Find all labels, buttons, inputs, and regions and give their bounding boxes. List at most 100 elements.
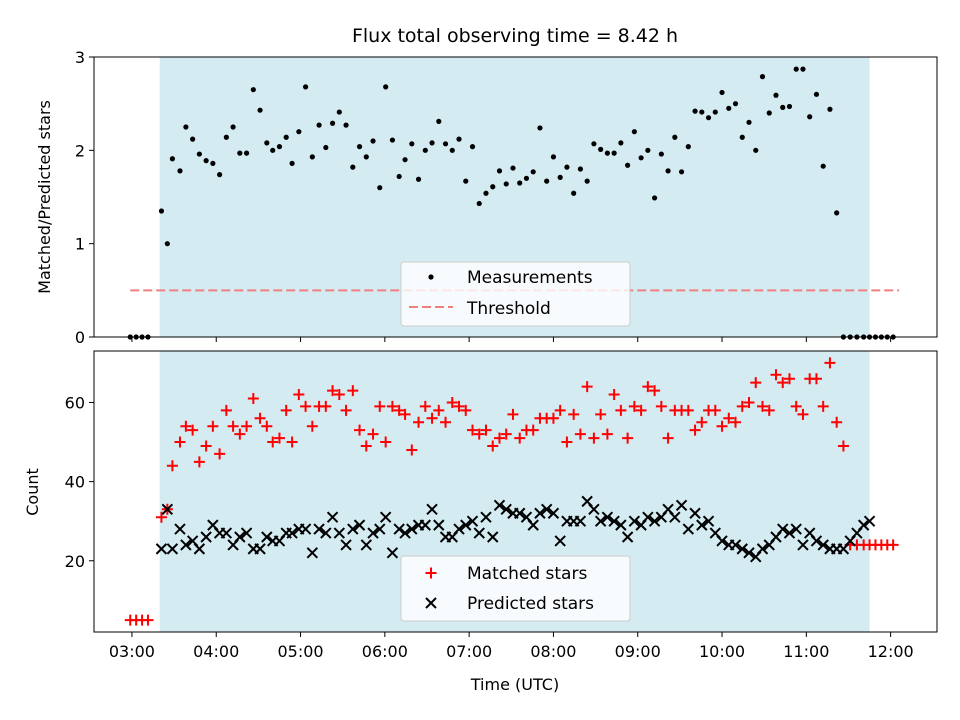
legend-matched-label: Matched stars bbox=[467, 564, 587, 584]
measurement-point bbox=[645, 147, 651, 153]
matched-star-point bbox=[254, 412, 266, 424]
matched-star-point bbox=[622, 432, 634, 444]
measurement-point bbox=[530, 169, 536, 175]
predicted-star-point bbox=[399, 527, 411, 539]
measurement-point bbox=[456, 136, 462, 142]
matched-star-point bbox=[234, 428, 246, 440]
predicted-star-point bbox=[534, 507, 546, 519]
measurement-point bbox=[389, 137, 396, 143]
x-tick-label: 10:00 bbox=[699, 642, 745, 661]
measurement-point bbox=[813, 91, 820, 97]
predicted-star-point bbox=[155, 543, 168, 555]
matched-star-point bbox=[783, 373, 795, 385]
matched-star-point bbox=[354, 424, 366, 436]
predicted-star-point bbox=[777, 523, 789, 535]
predicted-star-point bbox=[736, 543, 748, 555]
measurement-point bbox=[625, 162, 631, 168]
measurement-point bbox=[316, 122, 322, 128]
predicted-star-point bbox=[367, 527, 379, 539]
measurement-point bbox=[476, 200, 482, 207]
matched-star-point bbox=[770, 369, 782, 381]
matched-star-point bbox=[453, 400, 465, 412]
bottom-panel-frame bbox=[93, 350, 938, 633]
predicted-star-point bbox=[326, 511, 339, 523]
measurement-point bbox=[820, 163, 826, 169]
predicted-star-point bbox=[473, 527, 485, 539]
predicted-star-point bbox=[460, 519, 472, 531]
measurement-point bbox=[190, 136, 196, 142]
predicted-star-point bbox=[480, 511, 492, 523]
measurement-point bbox=[243, 150, 250, 156]
predicted-star-point bbox=[857, 519, 870, 531]
predicted-star-point bbox=[863, 515, 876, 527]
matched-star-point bbox=[547, 412, 559, 424]
measurement-point bbox=[409, 141, 415, 147]
matched-star-point bbox=[682, 404, 694, 416]
matched-star-point bbox=[380, 436, 392, 448]
matched-star-point bbox=[440, 416, 452, 428]
predicted-star-point bbox=[628, 515, 641, 527]
matched-star-point bbox=[568, 408, 580, 420]
predicted-star-point bbox=[790, 523, 802, 535]
measurement-point bbox=[827, 106, 833, 112]
matched-star-point bbox=[300, 400, 312, 412]
predicted-star-point bbox=[426, 503, 438, 516]
measurement-point bbox=[712, 109, 718, 115]
measurement-point bbox=[692, 108, 698, 114]
predicted-star-point bbox=[200, 531, 212, 543]
matched-star-point bbox=[689, 424, 701, 436]
predicted-star-point bbox=[340, 539, 352, 551]
predicted-star-point bbox=[783, 527, 796, 539]
predicted-star-point bbox=[161, 503, 174, 516]
measurement-point bbox=[183, 124, 189, 130]
matched-star-point bbox=[293, 389, 305, 401]
measurement-point bbox=[402, 157, 408, 163]
predicted-star-point bbox=[810, 535, 823, 547]
measurement-point bbox=[363, 154, 369, 160]
measurement-point bbox=[210, 160, 216, 166]
matched-star-point bbox=[399, 408, 411, 420]
matched-star-point bbox=[574, 428, 586, 440]
x-tick-label: 07:00 bbox=[446, 642, 492, 661]
predicted-star-point bbox=[174, 523, 186, 535]
y-tick-label: 1 bbox=[75, 235, 85, 254]
measurement-point bbox=[463, 178, 469, 184]
predicted-star-point bbox=[554, 535, 566, 547]
predicted-star-point bbox=[574, 515, 587, 527]
matched-star-point bbox=[635, 404, 647, 416]
measurement-point bbox=[276, 144, 283, 150]
matched-star-point bbox=[601, 428, 613, 440]
measurement-point bbox=[177, 168, 183, 174]
measurement-point bbox=[449, 147, 455, 153]
measurement-point bbox=[739, 134, 745, 140]
measurement-point bbox=[469, 144, 476, 150]
predicted-star-point bbox=[615, 519, 627, 531]
predicted-star-point bbox=[393, 523, 405, 535]
measurement-point bbox=[169, 156, 175, 162]
matched-star-point bbox=[487, 440, 499, 452]
measurement-point bbox=[631, 129, 637, 135]
predicted-star-point bbox=[696, 519, 708, 531]
predicted-star-point bbox=[347, 523, 359, 535]
measurement-point bbox=[550, 154, 557, 160]
predicted-star-point bbox=[180, 539, 192, 551]
measurement-point bbox=[604, 150, 610, 156]
measurement-point bbox=[257, 107, 263, 113]
matched-star-point bbox=[595, 408, 607, 420]
measurement-point bbox=[510, 165, 516, 171]
matched-star-point bbox=[155, 511, 167, 523]
matched-star-point bbox=[360, 440, 372, 452]
measurement-point bbox=[786, 103, 793, 110]
matched-star-point bbox=[166, 460, 178, 472]
predicted-star-point bbox=[374, 523, 386, 535]
measurement-point bbox=[726, 105, 732, 111]
measurement-point bbox=[523, 175, 530, 181]
measurement-point bbox=[638, 155, 644, 161]
x-tick-label: 08:00 bbox=[530, 642, 576, 661]
measurement-point bbox=[490, 184, 496, 190]
matched-star-point bbox=[500, 428, 512, 440]
matched-star-point bbox=[333, 389, 345, 401]
y-tick-label: 20 bbox=[65, 552, 85, 571]
predicted-star-point bbox=[500, 503, 512, 516]
